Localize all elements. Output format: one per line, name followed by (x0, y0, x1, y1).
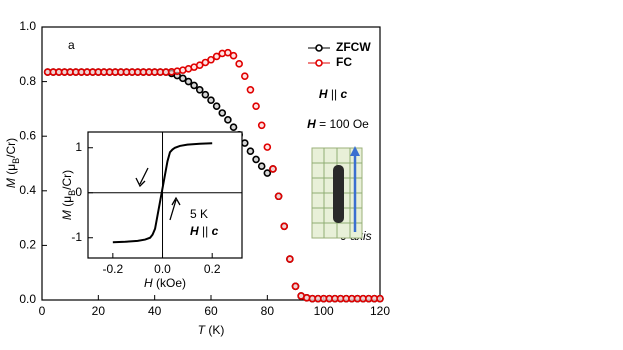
data-point (195, 85, 204, 94)
annotation-part: = 100 Oe (316, 117, 369, 131)
annotation-part: || (328, 87, 341, 101)
x-tick-label: 80 (261, 304, 275, 318)
data-point (286, 255, 294, 263)
data-point (224, 48, 232, 57)
x-axis-label-part: H (144, 276, 153, 290)
y-tick-label: 1.0 (19, 19, 36, 33)
plot-frame (87, 131, 243, 259)
data-point (218, 109, 227, 117)
data-point (246, 147, 255, 156)
x-axis-label-part: (K) (205, 323, 224, 337)
annotation-part: H (319, 87, 328, 101)
data-point (229, 51, 238, 60)
legend-marker (315, 59, 323, 67)
annotation-part: H (190, 224, 199, 238)
data-point (179, 74, 187, 83)
panel-label: a (68, 38, 75, 52)
data-point (207, 55, 215, 64)
y-axis-label-part: M (60, 210, 74, 220)
data-point (291, 282, 300, 291)
x-tick-label: 0.2 (204, 262, 221, 276)
data-point (201, 90, 210, 99)
data-point (207, 96, 215, 104)
data-point (280, 222, 289, 231)
x-tick-label: 100 (314, 304, 334, 318)
y-tick-label: 0 (75, 185, 82, 199)
y-axis-label-part: /Cr) (4, 138, 18, 158)
x-tick-label: 60 (204, 304, 218, 318)
data-point (235, 60, 243, 68)
legend-label: FC (336, 55, 352, 69)
x-tick-label: -0.2 (102, 262, 123, 276)
data-point (263, 169, 272, 177)
y-tick-label: 0.0 (19, 292, 36, 306)
legend-marker (315, 44, 323, 52)
x-axis-label: H (kOe) (144, 276, 186, 290)
x-axis-label-part: T (198, 323, 207, 337)
x-tick-label: 20 (92, 304, 106, 318)
x-tick-label: 40 (148, 304, 162, 318)
data-point (252, 102, 260, 110)
data-point (212, 102, 221, 110)
data-point (229, 123, 238, 131)
y-axis-label: M (μB/Cr) (60, 170, 77, 220)
data-point (246, 85, 255, 94)
y-tick-label: 1 (75, 140, 82, 154)
x-axis-label: T (K) (198, 323, 225, 337)
data-point (190, 81, 198, 90)
annotation: 5 K (190, 207, 208, 221)
y-axis-label-part: B (11, 158, 21, 164)
annotation: H = 100 Oe (307, 117, 369, 131)
data-point (241, 72, 249, 80)
data-point (252, 155, 260, 164)
y-axis-label-part: B (67, 190, 77, 196)
annotation-part: H (307, 117, 316, 131)
annotation: H || c (190, 224, 219, 238)
y-tick-label: 0.2 (19, 238, 36, 252)
y-axis-label-part: /Cr) (60, 170, 74, 190)
hysteresis-line (112, 142, 213, 244)
x-tick-label: 0.0 (154, 262, 171, 276)
data-point (257, 121, 266, 130)
x-tick-label: 0 (39, 304, 46, 318)
annotation: H || c (319, 87, 348, 101)
arrow (135, 167, 149, 188)
data-point (184, 77, 193, 86)
annotation-part: c (212, 224, 219, 238)
y-tick-label: -1 (71, 230, 82, 244)
data-point (241, 139, 249, 147)
data-point (257, 162, 266, 171)
data-point (212, 52, 221, 61)
y-axis-label: M (μB/Cr) (4, 138, 21, 188)
arrow (169, 196, 181, 221)
y-tick-label: 0.6 (19, 128, 36, 142)
y-axis-label-part: (μ (4, 164, 18, 178)
y-axis-label-part: (μ (60, 196, 74, 210)
annotation-part: || (199, 224, 212, 238)
data-point (274, 192, 283, 201)
legend-label: ZFCW (336, 40, 371, 54)
data-point (224, 116, 232, 124)
data-point (269, 165, 277, 173)
data-point (263, 143, 272, 151)
x-axis-label-part: (kOe) (153, 276, 186, 290)
y-tick-label: 0.8 (19, 74, 36, 88)
crystal-photo (311, 146, 363, 239)
y-axis-label-part: M (4, 178, 18, 188)
data-point (376, 294, 384, 303)
x-tick-label: 120 (370, 304, 390, 318)
annotation-part: c (340, 87, 347, 101)
y-tick-label: 0.4 (19, 183, 36, 197)
